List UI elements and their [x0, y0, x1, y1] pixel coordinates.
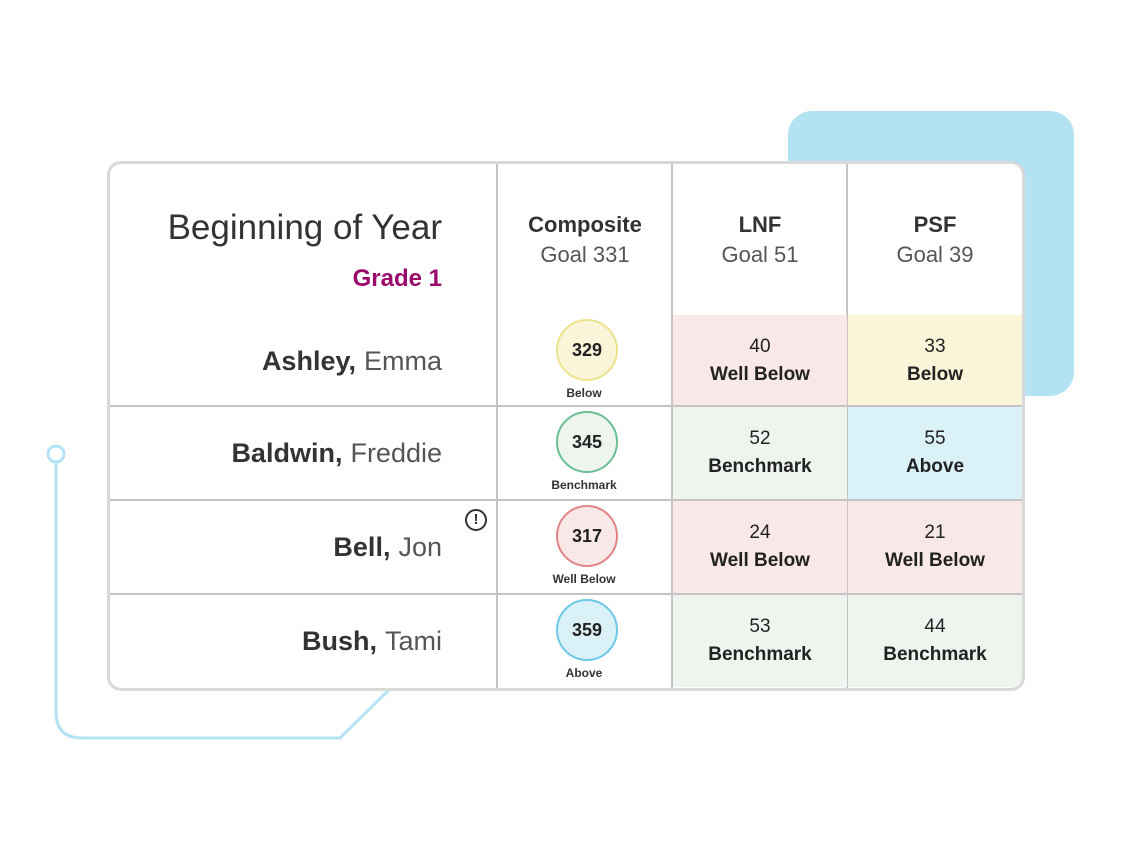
- column-divider: [496, 164, 498, 688]
- composite-level-label: Well Below: [552, 572, 616, 586]
- psf-score-cell: 21 Well Below: [848, 501, 1022, 593]
- composite-score: 317 Well Below: [497, 501, 671, 593]
- psf-score: 55: [924, 428, 946, 449]
- row-divider: [110, 499, 1022, 501]
- psf-level: Above: [905, 456, 965, 477]
- composite-level-label: Above: [565, 666, 603, 680]
- composite-score: 345 Benchmark: [497, 407, 671, 499]
- lnf-score-cell: 52 Benchmark: [673, 407, 847, 499]
- composite-score-badge: 359: [556, 599, 618, 661]
- psf-score-cell: 33 Below: [848, 315, 1022, 407]
- composite-level-label: Benchmark: [551, 478, 617, 492]
- lnf-score-cell: 24 Well Below: [673, 501, 847, 593]
- lnf-level: Benchmark: [708, 644, 812, 665]
- student-first-name: Tami: [384, 625, 442, 656]
- composite-score: 359 Above: [497, 595, 671, 687]
- student-name[interactable]: Baldwin, Freddie: [110, 407, 442, 499]
- student-last-name: Bush,: [301, 625, 377, 656]
- lnf-score: 24: [749, 522, 771, 543]
- column-header-lnf: LNF Goal 51: [673, 210, 847, 270]
- table-row[interactable]: Bell, Jon ! 317 Well Below 24 Well Below …: [110, 501, 1022, 593]
- grade-label: Grade 1: [352, 265, 442, 292]
- exclamation-circle-icon[interactable]: !: [465, 509, 487, 531]
- psf-score: 33: [924, 336, 946, 357]
- psf-score-cell: 55 Above: [848, 407, 1022, 499]
- psf-level: Well Below: [885, 550, 985, 571]
- lnf-score-cell: 40 Well Below: [673, 315, 847, 407]
- composite-score-badge: 317: [556, 505, 618, 567]
- psf-score-cell: 44 Benchmark: [848, 595, 1022, 687]
- student-last-name: Ashley,: [261, 345, 356, 376]
- student-name[interactable]: Bell, Jon: [110, 501, 442, 593]
- psf-level: Below: [907, 364, 963, 385]
- column-goal: Goal 331: [540, 242, 630, 267]
- column-name: PSF: [913, 212, 957, 237]
- student-name[interactable]: Ashley, Emma: [110, 315, 442, 407]
- page-title: Beginning of Year: [167, 208, 442, 247]
- column-goal: Goal 39: [896, 242, 974, 267]
- column-name: LNF: [738, 212, 782, 237]
- student-last-name: Baldwin,: [231, 437, 343, 468]
- table-row[interactable]: Baldwin, Freddie 345 Benchmark 52 Benchma…: [110, 407, 1022, 499]
- lnf-level: Benchmark: [708, 456, 812, 477]
- student-first-name: Emma: [363, 345, 442, 376]
- column-name: Composite: [528, 212, 642, 237]
- lnf-score: 40: [749, 336, 771, 357]
- psf-score: 21: [924, 522, 946, 543]
- composite-score: 329 Below: [497, 315, 671, 407]
- student-name[interactable]: Bush, Tami: [110, 595, 442, 687]
- composite-score-badge: 329: [556, 319, 618, 381]
- student-first-name: Freddie: [350, 437, 442, 468]
- composite-level-label: Below: [566, 386, 602, 400]
- table-row[interactable]: Bush, Tami 359 Above 53 Benchmark 44 Benc…: [110, 595, 1022, 687]
- row-divider: [110, 593, 1022, 595]
- lnf-level: Well Below: [710, 364, 810, 385]
- lnf-score: 52: [749, 428, 771, 449]
- psf-level: Benchmark: [883, 644, 987, 665]
- scores-table-card: Beginning of Year Grade 1 Composite Goal…: [107, 161, 1025, 691]
- lnf-score: 53: [749, 616, 771, 637]
- column-goal: Goal 51: [721, 242, 799, 267]
- psf-score: 44: [924, 616, 946, 637]
- student-first-name: Jon: [398, 531, 442, 562]
- row-divider: [110, 405, 1022, 407]
- lnf-level: Well Below: [710, 550, 810, 571]
- column-header-psf: PSF Goal 39: [848, 210, 1022, 270]
- column-divider: [846, 164, 848, 688]
- student-last-name: Bell,: [333, 531, 391, 562]
- lnf-score-cell: 53 Benchmark: [673, 595, 847, 687]
- column-header-composite: Composite Goal 331: [498, 210, 672, 270]
- table-row[interactable]: Ashley, Emma 329 Below 40 Well Below 33 B…: [110, 315, 1022, 407]
- composite-score-badge: 345: [556, 411, 618, 473]
- column-divider: [671, 164, 673, 688]
